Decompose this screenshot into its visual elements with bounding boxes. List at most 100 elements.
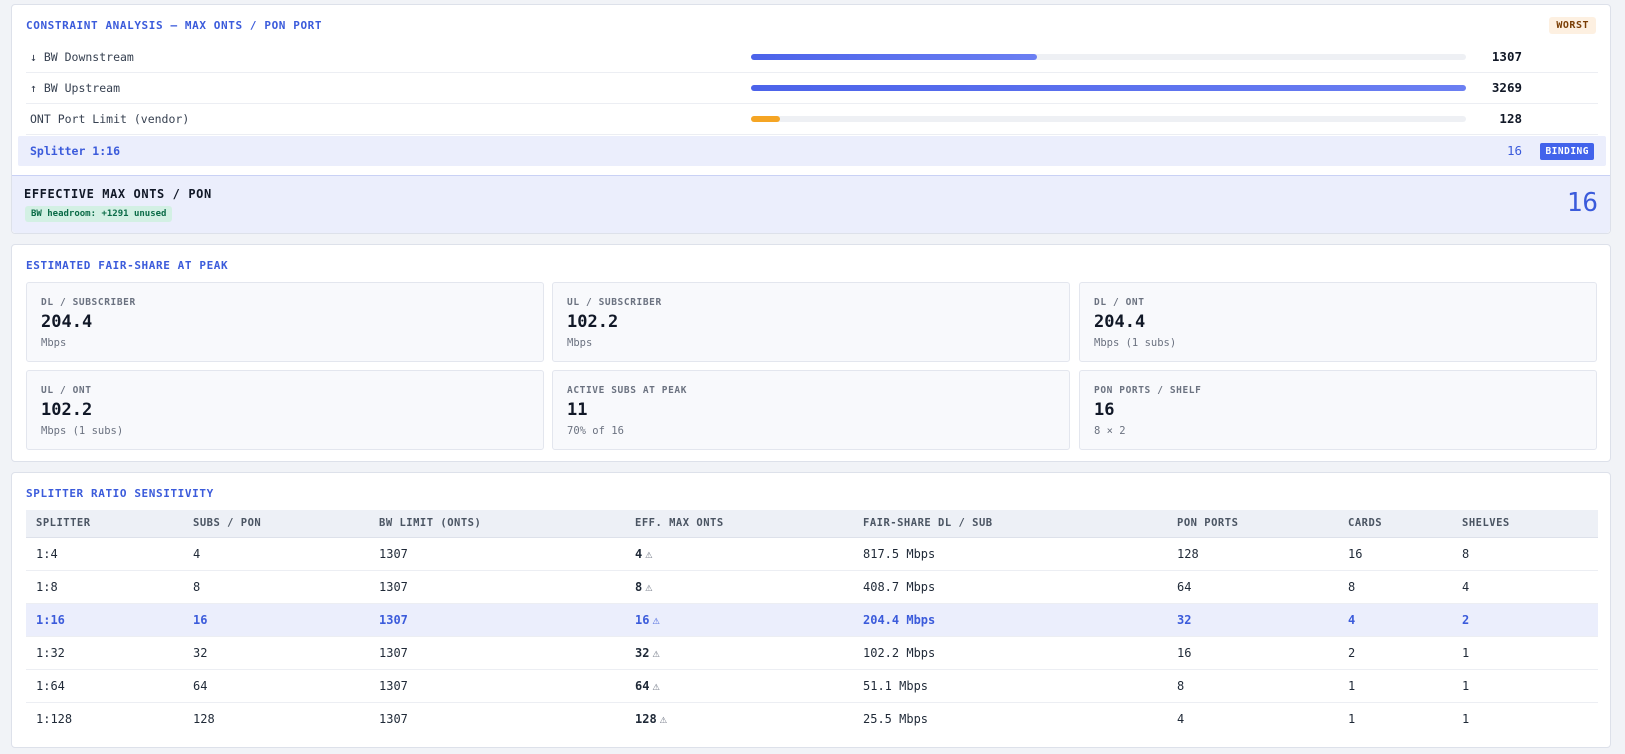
cell-pon: 16 xyxy=(1167,636,1338,670)
effective-max-onts: EFFECTIVE MAX ONTS / PON BW headroom: +1… xyxy=(12,175,1610,233)
constraint-bar-fill xyxy=(751,116,780,122)
cell-subs: 16 xyxy=(183,603,369,637)
fair-share-panel: ESTIMATED FAIR-SHARE AT PEAK DL / SUBSCR… xyxy=(11,244,1611,462)
card-unit: 8 × 2 xyxy=(1094,425,1126,437)
card-label: ACTIVE SUBS AT PEAK xyxy=(567,385,688,396)
constraint-value: 3269 xyxy=(1491,80,1522,95)
splitter-sensitivity-panel: SPLITTER RATIO SENSITIVITY SPLITTER SUBS… xyxy=(11,472,1611,748)
column-header-bw-limit[interactable]: BW LIMIT (ONTS) xyxy=(369,510,625,538)
constraint-row-ont-port-limit: ONT Port Limit (vendor) 128 xyxy=(26,104,1598,135)
warning-icon: ⚠ xyxy=(645,579,653,594)
constraint-bar-track xyxy=(751,54,1466,60)
cell-shelves: 1 xyxy=(1452,636,1598,670)
cell-pon: 4 xyxy=(1177,711,1185,726)
cell-subs: 8 xyxy=(183,570,369,604)
eff-value: 4 xyxy=(635,546,643,561)
cell-cards: 4 xyxy=(1338,603,1452,637)
table-row[interactable]: 1:128 128 1307 128 ⚠ 25.5 Mbps 4 1 1 xyxy=(26,702,1598,735)
warning-icon: ⚠ xyxy=(652,612,660,627)
cell-bw: 1307 xyxy=(369,603,625,637)
constraint-value: 1307 xyxy=(1491,49,1522,64)
cell-subs: 32 xyxy=(183,636,369,670)
cell-cards: 1 xyxy=(1348,711,1356,726)
cell-dl: 25.5 Mbps xyxy=(863,711,929,726)
card-label: DL / SUBSCRIBER xyxy=(41,297,136,308)
card-unit: Mbps (1 subs) xyxy=(41,425,124,437)
card-label: DL / ONT xyxy=(1094,297,1145,308)
cell-dl: 102.2 Mbps xyxy=(853,636,1167,670)
metric-card-ul-subscriber: UL / SUBSCRIBER 102.2 Mbps xyxy=(552,282,1070,362)
cell-subs: 4 xyxy=(183,537,369,571)
column-header-cards[interactable]: CARDS xyxy=(1338,510,1452,538)
cell-cards: 8 xyxy=(1338,570,1452,604)
cell-bw: 1307 xyxy=(369,669,625,703)
card-label: PON PORTS / SHELF xyxy=(1094,385,1202,396)
constraint-bar-fill xyxy=(751,54,1037,60)
cell-pon: 128 xyxy=(1167,537,1338,571)
table-row[interactable]: 1:32 32 1307 32 ⚠ 102.2 Mbps 16 2 1 xyxy=(26,636,1598,670)
card-value: 16 xyxy=(1094,400,1115,420)
table-row[interactable]: 1:64 64 1307 64 ⚠ 51.1 Mbps 8 1 1 xyxy=(26,669,1598,703)
constraint-bar-track xyxy=(751,116,1466,122)
cell-pon: 32 xyxy=(1167,603,1338,637)
cell-splitter: 1:64 xyxy=(26,669,183,703)
cell-bw: 1307 xyxy=(379,711,408,726)
table-header-row: SPLITTER SUBS / PON BW LIMIT (ONTS) EFF.… xyxy=(26,510,1598,538)
card-value: 11 xyxy=(567,400,588,420)
table-row-selected[interactable]: 1:16 16 1307 16 ⚠ 204.4 Mbps 32 4 2 xyxy=(26,603,1598,637)
effective-value: 16 xyxy=(1566,188,1598,218)
effective-title: EFFECTIVE MAX ONTS / PON xyxy=(24,187,212,201)
metric-card-dl-subscriber: DL / SUBSCRIBER 204.4 Mbps xyxy=(26,282,544,362)
cell-cards: 1 xyxy=(1338,669,1452,703)
eff-value: 64 xyxy=(635,678,650,693)
constraint-label: ↑ BW Upstream xyxy=(30,81,121,95)
cell-splitter: 1:32 xyxy=(26,636,183,670)
card-unit: Mbps (1 subs) xyxy=(1094,337,1177,349)
warning-icon: ⚠ xyxy=(652,645,660,660)
cell-splitter: 1:8 xyxy=(26,570,183,604)
cell-bw: 1307 xyxy=(369,570,625,604)
cell-pon: 64 xyxy=(1167,570,1338,604)
card-value: 204.4 xyxy=(41,312,93,332)
constraint-row-splitter-binding: Splitter 1:16 16 BINDING xyxy=(18,136,1606,166)
column-header-fair-share-dl[interactable]: FAIR-SHARE DL / SUB xyxy=(853,510,1167,538)
constraint-title: CONSTRAINT ANALYSIS — MAX ONTS / PON POR… xyxy=(26,19,323,32)
cell-splitter: 1:4 xyxy=(26,537,183,571)
constraint-value: 16 xyxy=(1506,143,1522,158)
cell-splitter: 1:16 xyxy=(26,603,183,637)
cell-cards: 16 xyxy=(1338,537,1452,571)
card-label: UL / SUBSCRIBER xyxy=(567,297,662,308)
sensitivity-table: SPLITTER SUBS / PON BW LIMIT (ONTS) EFF.… xyxy=(26,510,1598,735)
cell-pon: 8 xyxy=(1167,669,1338,703)
column-header-pon-ports[interactable]: PON PORTS xyxy=(1167,510,1338,538)
cell-dl: 51.1 Mbps xyxy=(853,669,1167,703)
cell-subs: 128 xyxy=(193,711,215,726)
constraint-label: ↓ BW Downstream xyxy=(30,50,134,64)
eff-value: 16 xyxy=(635,612,650,627)
cell-bw: 1307 xyxy=(369,537,625,571)
eff-value: 8 xyxy=(635,579,643,594)
table-row[interactable]: 1:4 4 1307 4 ⚠ 817.5 Mbps 128 16 8 xyxy=(26,537,1598,571)
column-header-splitter[interactable]: SPLITTER xyxy=(26,510,183,538)
eff-value: 128 xyxy=(635,711,657,726)
cell-shelves: 1 xyxy=(1452,669,1598,703)
card-value: 102.2 xyxy=(41,400,93,420)
cell-eff: 8 ⚠ xyxy=(625,570,853,604)
card-label: UL / ONT xyxy=(41,385,92,396)
column-header-eff-max-onts[interactable]: EFF. MAX ONTS xyxy=(625,510,853,538)
cell-shelves: 4 xyxy=(1452,570,1598,604)
metric-card-pon-ports-shelf: PON PORTS / SHELF 16 8 × 2 xyxy=(1079,370,1597,450)
warning-icon: ⚠ xyxy=(652,678,660,693)
cell-dl: 204.4 Mbps xyxy=(853,603,1167,637)
cell-cards: 2 xyxy=(1338,636,1452,670)
metric-card-dl-ont: DL / ONT 204.4 Mbps (1 subs) xyxy=(1079,282,1597,362)
cell-bw: 1307 xyxy=(369,636,625,670)
cell-eff: 32 ⚠ xyxy=(625,636,853,670)
cell-shelves: 8 xyxy=(1452,537,1598,571)
column-header-shelves[interactable]: SHELVES xyxy=(1452,510,1598,538)
column-header-subs-pon[interactable]: SUBS / PON xyxy=(183,510,369,538)
cell-shelves: 2 xyxy=(1452,603,1598,637)
cell-eff: 4 ⚠ xyxy=(625,537,853,571)
table-row[interactable]: 1:8 8 1307 8 ⚠ 408.7 Mbps 64 8 4 xyxy=(26,570,1598,604)
cell-eff: 16 ⚠ xyxy=(625,603,853,637)
